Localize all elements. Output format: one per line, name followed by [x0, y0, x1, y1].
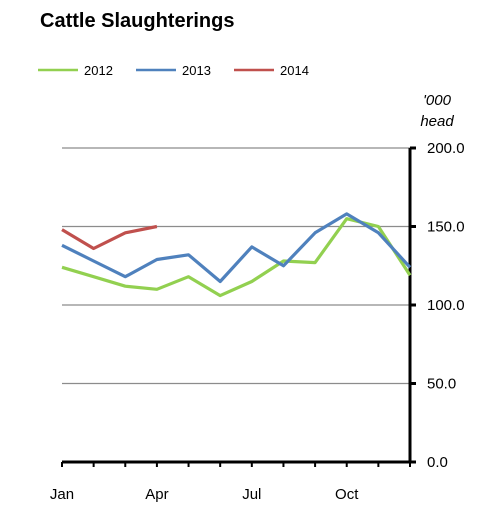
- y-axis-unit-label-line1: '000: [423, 92, 452, 109]
- y-tick-label: 150.0: [427, 219, 465, 236]
- series-line-2012: [61, 217, 412, 298]
- x-tick-label: Apr: [145, 486, 168, 503]
- y-axis-unit-label-line2: head: [420, 113, 454, 130]
- y-tick-label: 100.0: [427, 297, 465, 314]
- x-tick-label: Oct: [335, 486, 359, 503]
- chart-title: Cattle Slaughterings: [40, 10, 234, 32]
- y-axis: [61, 146, 416, 467]
- y-tick-label: 200.0: [427, 140, 465, 157]
- tick-labels: 0.0 50.0 100.0 150.0 200.0 Jan Apr Jul Oct: [50, 140, 465, 503]
- series-line-2014: [61, 224, 158, 251]
- y-tick-label: 50.0: [427, 376, 456, 393]
- x-tick-label: Jul: [242, 486, 261, 503]
- series-lines: [61, 212, 412, 298]
- legend-label-2012: 2012: [84, 63, 113, 78]
- legend-label-2014: 2014: [280, 63, 309, 78]
- grid-lines: [62, 147, 410, 385]
- y-tick-label: 0.0: [427, 454, 448, 471]
- legend-label-2013: 2013: [182, 63, 211, 78]
- chart-legend: 2012 2013 2014: [38, 63, 309, 78]
- x-tick-label: Jan: [50, 486, 74, 503]
- series-line-2013: [61, 212, 412, 284]
